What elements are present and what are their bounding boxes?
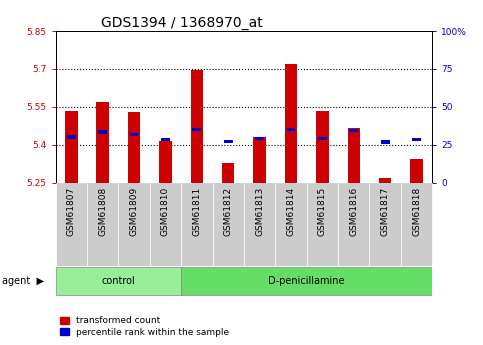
Text: GSM61809: GSM61809 <box>129 187 139 236</box>
Bar <box>253 137 266 183</box>
Bar <box>379 178 391 183</box>
Text: GSM61808: GSM61808 <box>98 187 107 236</box>
Bar <box>129 133 139 136</box>
Bar <box>318 137 327 140</box>
Bar <box>348 128 360 183</box>
Bar <box>412 138 421 141</box>
Text: D-penicillamine: D-penicillamine <box>269 276 345 286</box>
Bar <box>411 159 423 183</box>
Bar <box>192 128 201 131</box>
FancyBboxPatch shape <box>369 183 401 266</box>
Text: agent  ▶: agent ▶ <box>2 276 44 286</box>
FancyBboxPatch shape <box>307 183 338 266</box>
FancyBboxPatch shape <box>244 183 275 266</box>
Bar <box>349 129 358 132</box>
FancyBboxPatch shape <box>118 183 150 266</box>
Bar <box>222 162 235 183</box>
Bar <box>159 141 172 183</box>
Bar <box>98 130 107 134</box>
Text: GSM61815: GSM61815 <box>318 187 327 236</box>
Text: control: control <box>101 276 135 286</box>
Text: GSM61810: GSM61810 <box>161 187 170 236</box>
Bar <box>255 137 264 140</box>
Text: GSM61816: GSM61816 <box>349 187 358 236</box>
Bar <box>224 140 233 143</box>
Text: GDS1394 / 1368970_at: GDS1394 / 1368970_at <box>101 16 262 30</box>
FancyBboxPatch shape <box>56 183 87 266</box>
FancyBboxPatch shape <box>338 183 369 266</box>
FancyBboxPatch shape <box>181 267 432 295</box>
Legend: transformed count, percentile rank within the sample: transformed count, percentile rank withi… <box>60 316 229 337</box>
FancyBboxPatch shape <box>87 183 118 266</box>
Bar <box>161 138 170 141</box>
Text: GSM61814: GSM61814 <box>286 187 296 236</box>
Text: GSM61807: GSM61807 <box>67 187 76 236</box>
Bar <box>286 128 296 131</box>
Bar <box>285 64 298 183</box>
Text: GSM61818: GSM61818 <box>412 187 421 236</box>
Bar <box>381 140 390 144</box>
FancyBboxPatch shape <box>56 267 181 295</box>
Text: GSM61813: GSM61813 <box>255 187 264 236</box>
Bar <box>190 70 203 183</box>
Bar <box>316 111 329 183</box>
Text: GSM61811: GSM61811 <box>192 187 201 236</box>
FancyBboxPatch shape <box>150 183 181 266</box>
Text: GSM61812: GSM61812 <box>224 187 233 236</box>
Bar <box>97 102 109 183</box>
Bar <box>67 135 76 139</box>
FancyBboxPatch shape <box>275 183 307 266</box>
FancyBboxPatch shape <box>401 183 432 266</box>
FancyBboxPatch shape <box>213 183 244 266</box>
Bar <box>65 111 78 183</box>
Text: GSM61817: GSM61817 <box>381 187 390 236</box>
Bar <box>128 112 141 183</box>
FancyBboxPatch shape <box>181 183 213 266</box>
